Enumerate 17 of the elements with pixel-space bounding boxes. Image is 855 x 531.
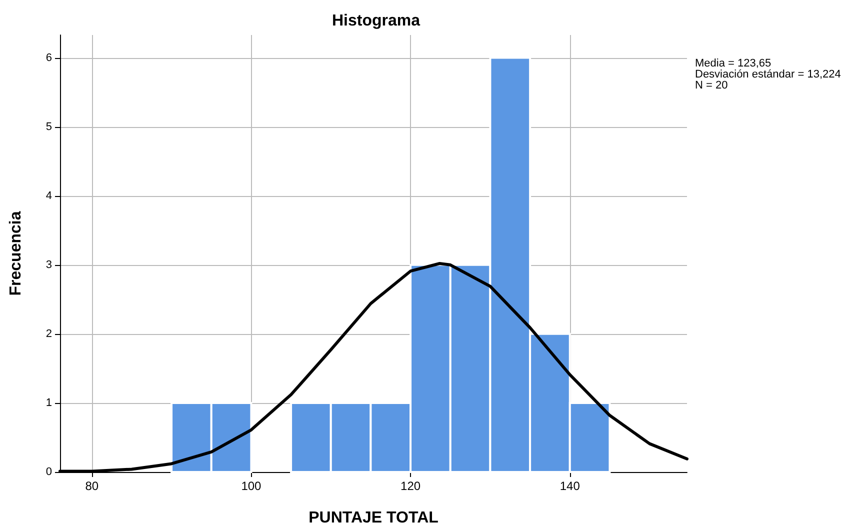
y-tick-label: 1 bbox=[46, 396, 52, 409]
text: Desviación estándar = 13,224 bbox=[695, 68, 841, 80]
x-tick-label: 100 bbox=[241, 479, 262, 493]
y-tick-label: 5 bbox=[46, 120, 52, 133]
x-axis-title: PUNTAJE TOTAL bbox=[308, 510, 439, 526]
chart-title: Histograma bbox=[332, 12, 420, 30]
x-tick-label: 140 bbox=[560, 479, 580, 493]
y-tick-label: 2 bbox=[46, 328, 52, 340]
text: Media = 123,65 bbox=[695, 58, 772, 70]
y-tick-label: 6 bbox=[46, 52, 52, 64]
y-tick-label: 0 bbox=[46, 466, 52, 478]
x-tick-label: 80 bbox=[85, 479, 99, 493]
text: N = 20 bbox=[695, 80, 728, 92]
y-tick-label: 4 bbox=[46, 190, 52, 202]
y-axis-title: Frecuencia bbox=[8, 211, 24, 296]
y-tick-label: 3 bbox=[46, 258, 52, 271]
x-tick-label: 120 bbox=[400, 479, 421, 493]
